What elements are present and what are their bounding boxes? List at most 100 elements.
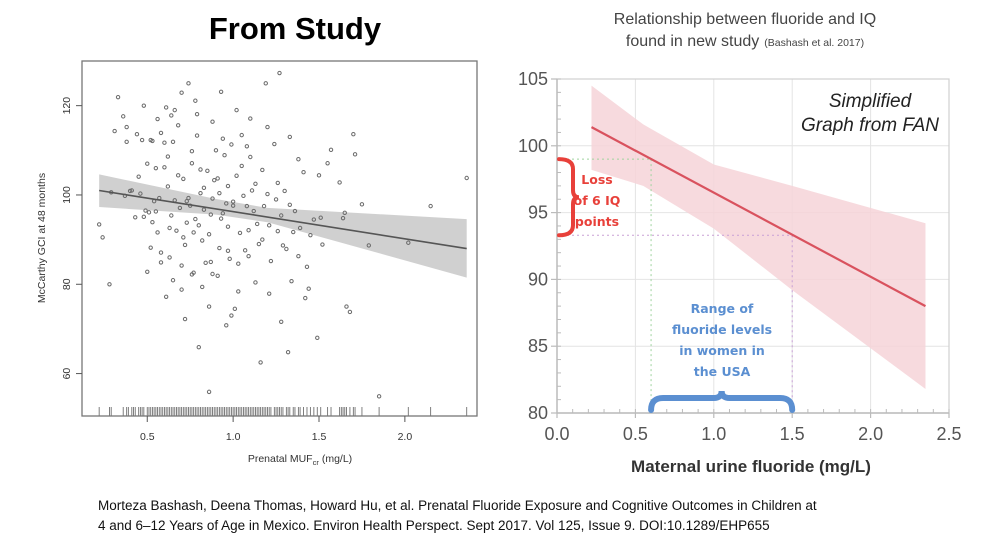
left-x-axis-label: Prenatal MUFcr (mg/L) — [248, 453, 352, 467]
scatter-point — [248, 154, 253, 160]
scatter-point — [198, 190, 203, 196]
right-title-main: found in new study — [626, 33, 759, 50]
simplified-note-line1: Simplified — [829, 91, 913, 112]
scatter-point — [200, 284, 205, 290]
loss-line-3: points — [575, 214, 619, 229]
scatter-point — [158, 250, 164, 255]
scatter-point — [352, 152, 358, 157]
scatter-point — [215, 176, 220, 181]
scatter-point — [344, 304, 349, 309]
scatter-point — [146, 210, 152, 215]
left-x-tick-label: 0.5 — [140, 431, 155, 443]
right-x-tick-label: 2.0 — [858, 424, 883, 444]
scatter-point — [260, 167, 265, 173]
scatter-point — [210, 119, 215, 124]
scatter-point — [359, 202, 365, 207]
citation: Morteza Bashash, Deena Thomas, Howard Hu… — [98, 496, 978, 536]
scatter-point — [254, 221, 260, 227]
scatter-point — [213, 148, 219, 153]
scatter-point — [200, 238, 205, 243]
right-confidence-band — [591, 85, 926, 389]
scatter-point — [186, 81, 191, 86]
scatter-point — [220, 136, 226, 141]
right-y-tick-label: 95 — [528, 203, 548, 223]
scatter-point — [222, 153, 227, 158]
scatter-point — [215, 273, 220, 278]
scatter-point — [203, 260, 208, 266]
scatter-point — [234, 173, 239, 178]
scatter-point — [138, 191, 143, 196]
scatter-point — [261, 203, 267, 209]
left-scatter-chart: 0.5 1.0 1.5 2.0 60 80 100 120 Prenatal MUFcr (m… — [36, 60, 478, 467]
scatter-point — [244, 144, 250, 149]
right-y-tick-label: 85 — [528, 336, 548, 356]
scatter-point — [351, 132, 356, 137]
scatter-point — [143, 208, 148, 213]
scatter-point — [206, 304, 212, 309]
scatter-point — [208, 212, 214, 217]
left-x-tick-label: 2.0 — [398, 431, 413, 443]
right-title-citation: (Bashash et al. 2017) — [764, 37, 864, 49]
scatter-point — [170, 139, 176, 145]
right-x-tick-label: 1.5 — [780, 424, 805, 444]
right-y-tick-label: 80 — [528, 403, 548, 423]
left-y-tick-label: 80 — [61, 278, 73, 290]
scatter-point — [184, 220, 189, 225]
scatter-point — [292, 208, 298, 214]
scatter-point — [179, 90, 184, 95]
scatter-point — [141, 103, 147, 108]
right-y-tick-label: 105 — [518, 69, 548, 89]
scatter-point — [139, 137, 145, 143]
scatter-point — [174, 228, 179, 233]
left-x-axis-label-sub: cr — [313, 458, 320, 467]
scatter-point — [148, 245, 153, 250]
scatter-point — [191, 230, 196, 235]
scatter-point — [282, 188, 287, 194]
scatter-point — [265, 124, 270, 130]
scatter-point — [275, 180, 280, 186]
scatter-point — [246, 253, 251, 259]
range-annotation: Range of fluoride levels in women in the… — [672, 301, 772, 379]
scatter-point — [428, 203, 433, 209]
scatter-point — [337, 180, 342, 185]
scatter-point — [246, 228, 251, 233]
scatter-point — [340, 215, 346, 221]
scatter-point — [253, 280, 258, 285]
scatter-point — [124, 139, 129, 145]
scatter-point — [229, 313, 234, 318]
right-y-tick-label: 90 — [528, 269, 548, 289]
range-brace-icon — [648, 390, 796, 413]
scatter-point — [162, 165, 167, 170]
scatter-point — [184, 199, 189, 204]
citation-line-2: 4 and 6–12 Years of Age in Mexico. Envir… — [98, 518, 770, 533]
scatter-point — [196, 345, 201, 350]
scatter-point — [167, 225, 172, 231]
scatter-point — [256, 241, 262, 247]
scatter-point — [289, 278, 294, 284]
scatter-point — [230, 203, 236, 208]
scatter-point — [115, 94, 121, 100]
scatter-point — [376, 394, 382, 399]
right-x-tick-label: 0.0 — [544, 424, 569, 444]
scatter-point — [177, 205, 183, 211]
scatter-point — [107, 282, 112, 287]
scatter-point — [210, 196, 215, 201]
scatter-point — [210, 271, 215, 277]
scatter-point — [297, 225, 303, 231]
scatter-point — [291, 229, 296, 235]
scatter-point — [158, 130, 164, 136]
scatter-point — [464, 175, 469, 181]
scatter-point — [124, 124, 129, 130]
scatter-point — [315, 335, 320, 341]
scatter-point — [189, 161, 195, 166]
scatter-point — [230, 199, 236, 204]
left-plot-frame — [81, 60, 478, 417]
scatter-point — [225, 224, 231, 229]
scatter-point — [287, 202, 293, 207]
scatter-point — [218, 216, 224, 221]
scatter-point — [96, 222, 102, 227]
left-y-tick-label: 60 — [61, 368, 73, 380]
scatter-point — [201, 207, 207, 212]
scatter-point — [217, 190, 222, 196]
scatter-point — [227, 256, 232, 262]
